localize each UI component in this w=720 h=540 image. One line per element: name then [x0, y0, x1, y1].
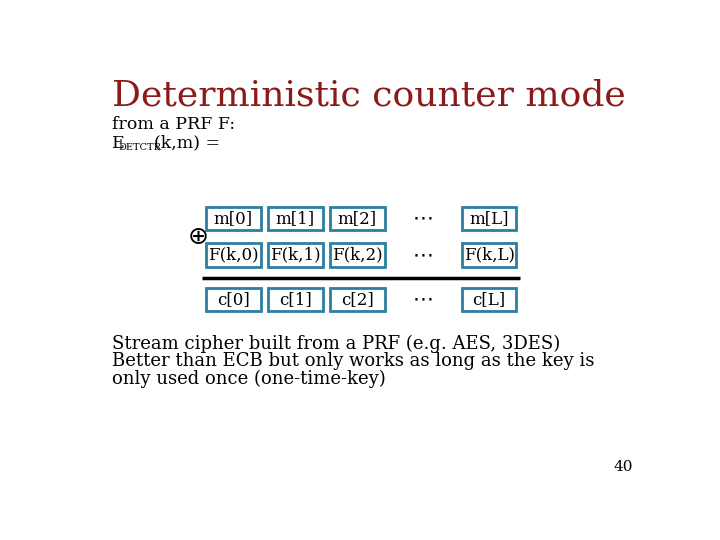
- FancyBboxPatch shape: [462, 207, 516, 231]
- Text: c[L]: c[L]: [472, 291, 505, 308]
- Text: F(k,2): F(k,2): [332, 246, 383, 264]
- FancyBboxPatch shape: [206, 288, 261, 311]
- FancyBboxPatch shape: [330, 207, 384, 231]
- Text: m[1]: m[1]: [276, 210, 315, 227]
- Text: F(k,1): F(k,1): [270, 246, 320, 264]
- FancyBboxPatch shape: [462, 288, 516, 311]
- Text: only used once (one-time-key): only used once (one-time-key): [112, 370, 385, 388]
- FancyBboxPatch shape: [206, 244, 261, 267]
- Text: ⋯: ⋯: [413, 209, 433, 229]
- Text: m[L]: m[L]: [469, 210, 509, 227]
- Text: ⋯: ⋯: [413, 245, 433, 265]
- Text: Stream cipher built from a PRF (e.g. AES, 3DES): Stream cipher built from a PRF (e.g. AES…: [112, 334, 560, 353]
- Text: c[2]: c[2]: [341, 291, 374, 308]
- Text: Deterministic counter mode: Deterministic counter mode: [112, 79, 626, 113]
- Text: Better than ECB but only works as long as the key is: Better than ECB but only works as long a…: [112, 352, 594, 370]
- Text: E: E: [112, 135, 125, 152]
- Text: ⊕: ⊕: [188, 225, 209, 249]
- FancyBboxPatch shape: [462, 244, 516, 267]
- FancyBboxPatch shape: [269, 244, 323, 267]
- Text: ⋯: ⋯: [413, 289, 433, 309]
- Text: F(k,L): F(k,L): [464, 246, 515, 264]
- FancyBboxPatch shape: [269, 288, 323, 311]
- Text: 40: 40: [613, 460, 632, 474]
- Text: from a PRF F:: from a PRF F:: [112, 116, 235, 133]
- Text: (k,m) =: (k,m) =: [153, 135, 220, 152]
- Text: c[0]: c[0]: [217, 291, 250, 308]
- FancyBboxPatch shape: [330, 244, 384, 267]
- Text: F(k,0): F(k,0): [208, 246, 258, 264]
- Text: DETCTR: DETCTR: [119, 143, 162, 152]
- Text: m[0]: m[0]: [214, 210, 253, 227]
- FancyBboxPatch shape: [206, 207, 261, 231]
- FancyBboxPatch shape: [330, 288, 384, 311]
- FancyBboxPatch shape: [269, 207, 323, 231]
- Text: m[2]: m[2]: [338, 210, 377, 227]
- Text: c[1]: c[1]: [279, 291, 312, 308]
